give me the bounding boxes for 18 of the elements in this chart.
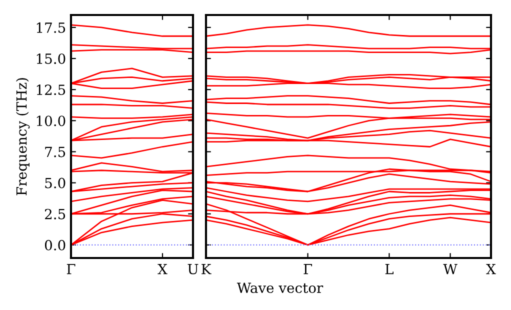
y-tick-label: 10.0	[36, 116, 66, 126]
x-tick-label: W	[443, 264, 458, 274]
x-axis-title: Wave vector	[236, 282, 324, 294]
x-tick-label: Γ	[66, 264, 76, 274]
y-tick-label: 7.5	[45, 146, 66, 158]
y-tick-label: 2.5	[44, 208, 66, 220]
y-axis-title: Frequency (THz)	[16, 78, 30, 196]
y-tick-label: 12.5	[36, 84, 66, 96]
x-tick-label: K	[202, 264, 212, 274]
y-tick-label: 5.0	[45, 178, 66, 188]
x-tick-label: X	[486, 264, 496, 274]
x-tick-label: L	[385, 264, 394, 274]
y-tick-label: 0.0	[44, 240, 66, 250]
x-tick-label: X	[158, 264, 168, 274]
x-tick-label: Γ	[304, 264, 312, 274]
y-tick-label: 15.0	[36, 53, 66, 64]
x-tick-label: U	[188, 264, 198, 274]
y-tick-label: 17.5	[36, 22, 66, 33]
